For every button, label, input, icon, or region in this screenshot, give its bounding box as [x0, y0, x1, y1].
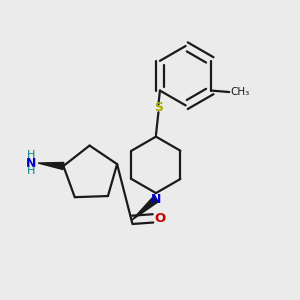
Text: CH₃: CH₃	[231, 87, 250, 97]
Polygon shape	[132, 196, 158, 220]
Text: N: N	[151, 193, 161, 206]
Text: N: N	[26, 157, 36, 169]
Text: H: H	[26, 150, 35, 160]
Text: H: H	[26, 166, 35, 176]
Text: S: S	[154, 101, 163, 114]
Polygon shape	[38, 163, 64, 170]
Text: O: O	[154, 212, 165, 225]
